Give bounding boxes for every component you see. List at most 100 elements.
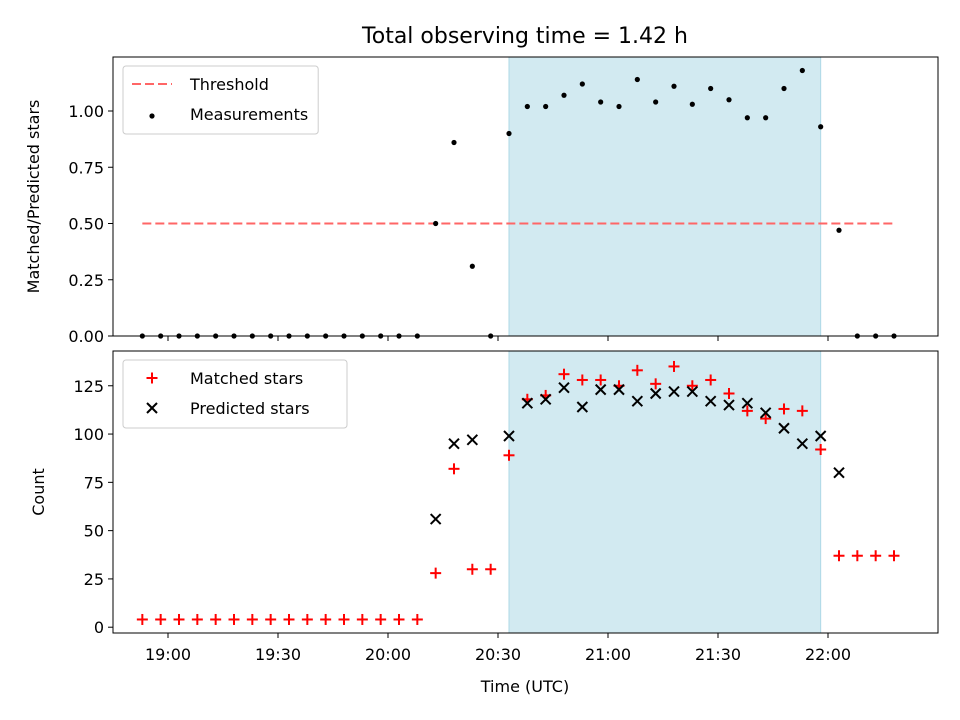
data-point [595,374,607,386]
legend-label: Threshold [189,75,269,94]
data-point [539,393,552,405]
data-point [744,115,750,121]
legend-plus-swatch [146,372,158,384]
x-tick-label: 20:30 [475,645,521,664]
data-point [579,81,585,87]
legend-entry: Matched stars [146,369,303,388]
y-axis-label: Count [29,468,48,516]
data-point [155,613,167,625]
data-point [558,368,570,380]
figure-title: Total observing time = 1.42 h [361,24,688,49]
data-point [723,387,735,399]
y-tick-label: 0.25 [68,271,104,290]
data-point [836,227,842,233]
data-point [503,449,515,461]
data-point [448,438,460,450]
y-tick-label: 0.50 [68,215,104,234]
data-point [650,378,662,390]
data-point [778,403,790,415]
top-panel-ratio-plot: 0.00 0.25 0.50 0.75 1.00 Matched/Predicted st… [24,56,939,346]
data-point [759,407,772,419]
y-tick-label: 0 [94,618,104,637]
data-point [210,613,222,625]
data-point [561,92,567,98]
observing-window-shade [509,351,821,633]
data-point [503,430,515,442]
y-tick-label: 75 [84,473,104,492]
data-point [851,550,863,562]
data-point [429,513,442,525]
axes-frame [112,56,939,337]
data-point [320,613,332,625]
legend-x-swatch [146,402,158,414]
data-point [704,395,717,407]
legend-entry: Predicted stars [146,399,310,418]
data-point [668,385,680,398]
data-point [576,374,588,386]
axes-frame [112,350,939,634]
data-point [760,413,772,425]
data-point [411,613,423,625]
data-point [466,563,478,575]
data-point [870,550,882,562]
data-point [631,395,644,407]
y-tick-label: 0.75 [68,158,104,177]
data-point [799,67,805,74]
series-matched-stars [136,360,900,625]
x-tick-label: 22:00 [805,645,851,664]
data-point [796,405,808,417]
data-point [228,613,240,625]
data-point [506,130,512,137]
x-tick-label: 19:30 [255,645,301,664]
data-point [613,383,625,396]
data-point [671,83,677,89]
data-point [741,397,754,409]
data-point [833,550,845,562]
legend-box [122,359,348,429]
data-point [668,360,680,372]
data-point [301,613,313,625]
y-tick-label: 25 [84,570,104,589]
data-point [686,385,699,398]
data-point [686,380,698,392]
data-point [598,99,604,105]
x-tick-label: 21:00 [585,645,631,664]
data-point [689,101,695,107]
data-point [723,399,735,411]
data-point [448,463,460,475]
data-point [469,263,475,269]
data-point [136,613,148,625]
x-tick-label: 21:30 [695,645,741,664]
data-point [726,97,732,103]
data-point [485,563,497,575]
data-point [524,103,530,110]
data-point [594,383,607,396]
data-point [616,103,622,110]
data-point [265,613,277,625]
legend-label: Predicted stars [190,399,310,418]
data-point [778,422,790,434]
data-point [796,438,809,450]
y-axis-label: Matched/Predicted stars [24,100,43,294]
data-point [558,381,570,394]
data-point [634,76,640,83]
data-point [653,99,659,105]
data-point [451,139,457,146]
legend: Threshold Measurements [122,65,319,135]
data-point [888,550,900,562]
x-tick-label: 20:00 [365,645,411,664]
data-point [705,374,717,386]
legend-label: Measurements [190,105,308,124]
data-point [283,613,295,625]
series-predicted-stars [429,381,845,525]
data-point [466,434,479,446]
legend-entry: Threshold [132,75,269,94]
legend-dot-swatch [149,113,155,119]
data-point [338,613,350,625]
y-tick-label: 1.00 [68,102,104,121]
data-point [814,430,827,442]
data-point [815,444,827,456]
data-point [246,613,258,625]
data-point [173,613,185,625]
